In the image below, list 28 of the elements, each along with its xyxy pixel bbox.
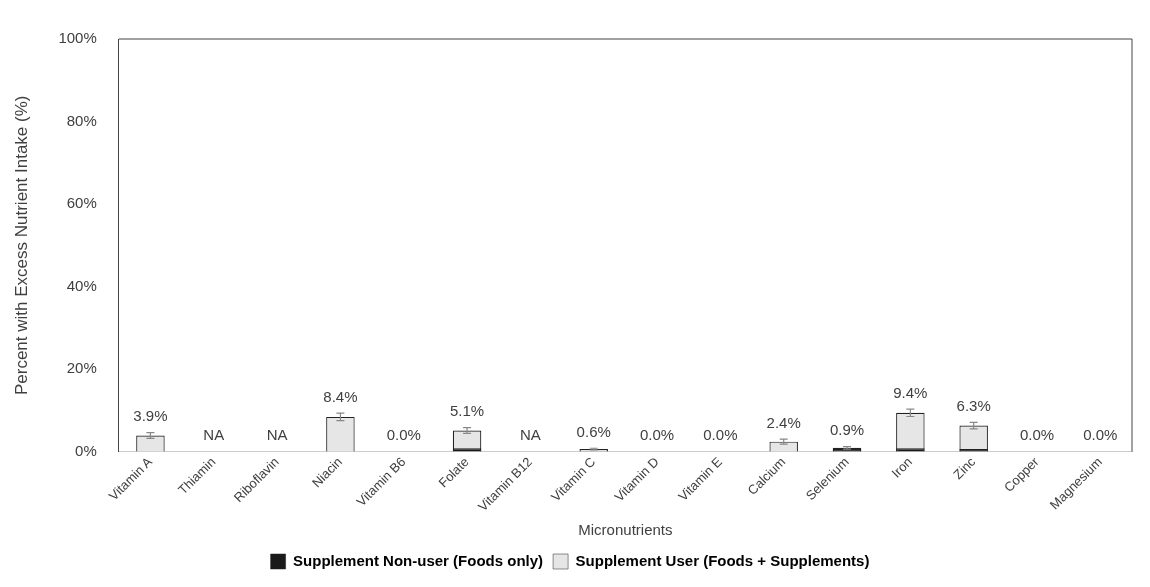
text: NA — [266, 426, 288, 444]
y-axis-title: Percent with Excess Nutrient Intake (%) — [11, 95, 31, 396]
text: NA — [519, 426, 541, 444]
y-tick-label: 20% — [66, 359, 97, 377]
data-label: 0.6% — [576, 422, 611, 440]
legend-label: Supplement User (Foods + Supplements) — [575, 551, 870, 569]
data-label: 0.0% — [1019, 426, 1055, 444]
data-label: 0.0% — [386, 426, 421, 444]
legend-label: Supplement Non-user (Foods only) — [293, 551, 544, 569]
data-label: 0.9% — [829, 421, 865, 439]
data-label: 0.0% — [639, 426, 675, 444]
x-tick-label: Zinc — [950, 453, 979, 483]
x-axis-title: Micronutrients — [578, 521, 673, 539]
data-label: 8.4% — [323, 387, 358, 405]
data-label: 0.0% — [1083, 426, 1118, 444]
y-tick-label: 100% — [58, 29, 97, 47]
y-tick-label: 60% — [66, 194, 97, 212]
y-tick-label: 80% — [66, 111, 97, 129]
y-tick-label: 40% — [66, 276, 97, 294]
data-label: 5.1% — [449, 402, 485, 420]
data-label: 0.0% — [703, 426, 738, 444]
x-tick-label: Iron — [888, 454, 916, 481]
y-tick-label: 0% — [75, 441, 97, 459]
text: NA — [203, 426, 225, 444]
data-label: 9.4% — [893, 383, 928, 401]
data-label: 6.3% — [956, 396, 991, 414]
data-label: 3.9% — [133, 407, 168, 425]
data-label: 2.4% — [766, 413, 801, 431]
